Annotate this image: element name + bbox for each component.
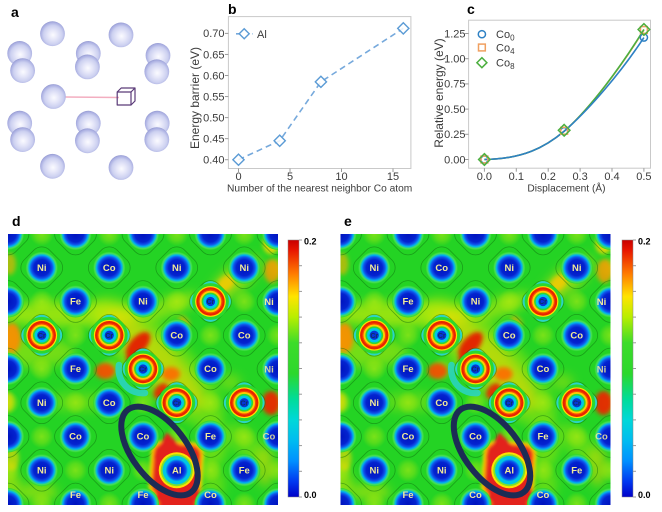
svg-text:0.2: 0.2: [304, 237, 317, 247]
svg-text:0.0: 0.0: [638, 490, 651, 500]
svg-text:0: 0: [235, 171, 241, 183]
svg-text:5: 5: [287, 171, 293, 183]
svg-text:b: b: [228, 1, 237, 17]
svg-text:d: d: [12, 213, 21, 229]
svg-text:0.0: 0.0: [304, 490, 317, 500]
svg-text:Co: Co: [469, 490, 482, 501]
svg-text:10: 10: [335, 171, 347, 183]
svg-text:Number of the nearest neighbor: Number of the nearest neighbor Co atom: [227, 184, 412, 195]
svg-text:0.3: 0.3: [572, 171, 587, 183]
svg-text:1.00: 1.00: [444, 54, 465, 66]
svg-text:Energy barrier (eV): Energy barrier (eV): [188, 47, 202, 149]
svg-text:0.50: 0.50: [444, 104, 465, 116]
svg-text:0.5: 0.5: [636, 171, 651, 183]
svg-text:0.2: 0.2: [638, 237, 651, 247]
svg-text:0.45: 0.45: [203, 133, 224, 145]
svg-text:0.4: 0.4: [604, 171, 619, 183]
svg-text:a: a: [11, 4, 19, 20]
svg-text:15: 15: [387, 171, 399, 183]
svg-text:e: e: [344, 213, 352, 229]
svg-text:1.25: 1.25: [444, 28, 465, 40]
svg-text:0.75: 0.75: [444, 79, 465, 91]
svg-text:0.70: 0.70: [203, 28, 224, 40]
svg-text:Displacement (Å): Displacement (Å): [527, 182, 605, 195]
svg-text:0.0: 0.0: [477, 171, 492, 183]
svg-text:Al: Al: [257, 29, 267, 41]
svg-text:Relative energy (eV): Relative energy (eV): [432, 38, 446, 147]
svg-text:0.2: 0.2: [541, 171, 556, 183]
svg-text:0.00: 0.00: [444, 154, 465, 166]
svg-text:0.50: 0.50: [203, 112, 224, 124]
svg-text:0.65: 0.65: [203, 49, 224, 61]
svg-text:c: c: [467, 1, 475, 17]
svg-text:0.1: 0.1: [509, 171, 524, 183]
svg-text:0.60: 0.60: [203, 70, 224, 82]
svg-text:0.40: 0.40: [203, 155, 224, 167]
svg-text:0.55: 0.55: [203, 91, 224, 103]
svg-text:0.25: 0.25: [444, 129, 465, 141]
svg-text:Fe: Fe: [137, 490, 148, 501]
